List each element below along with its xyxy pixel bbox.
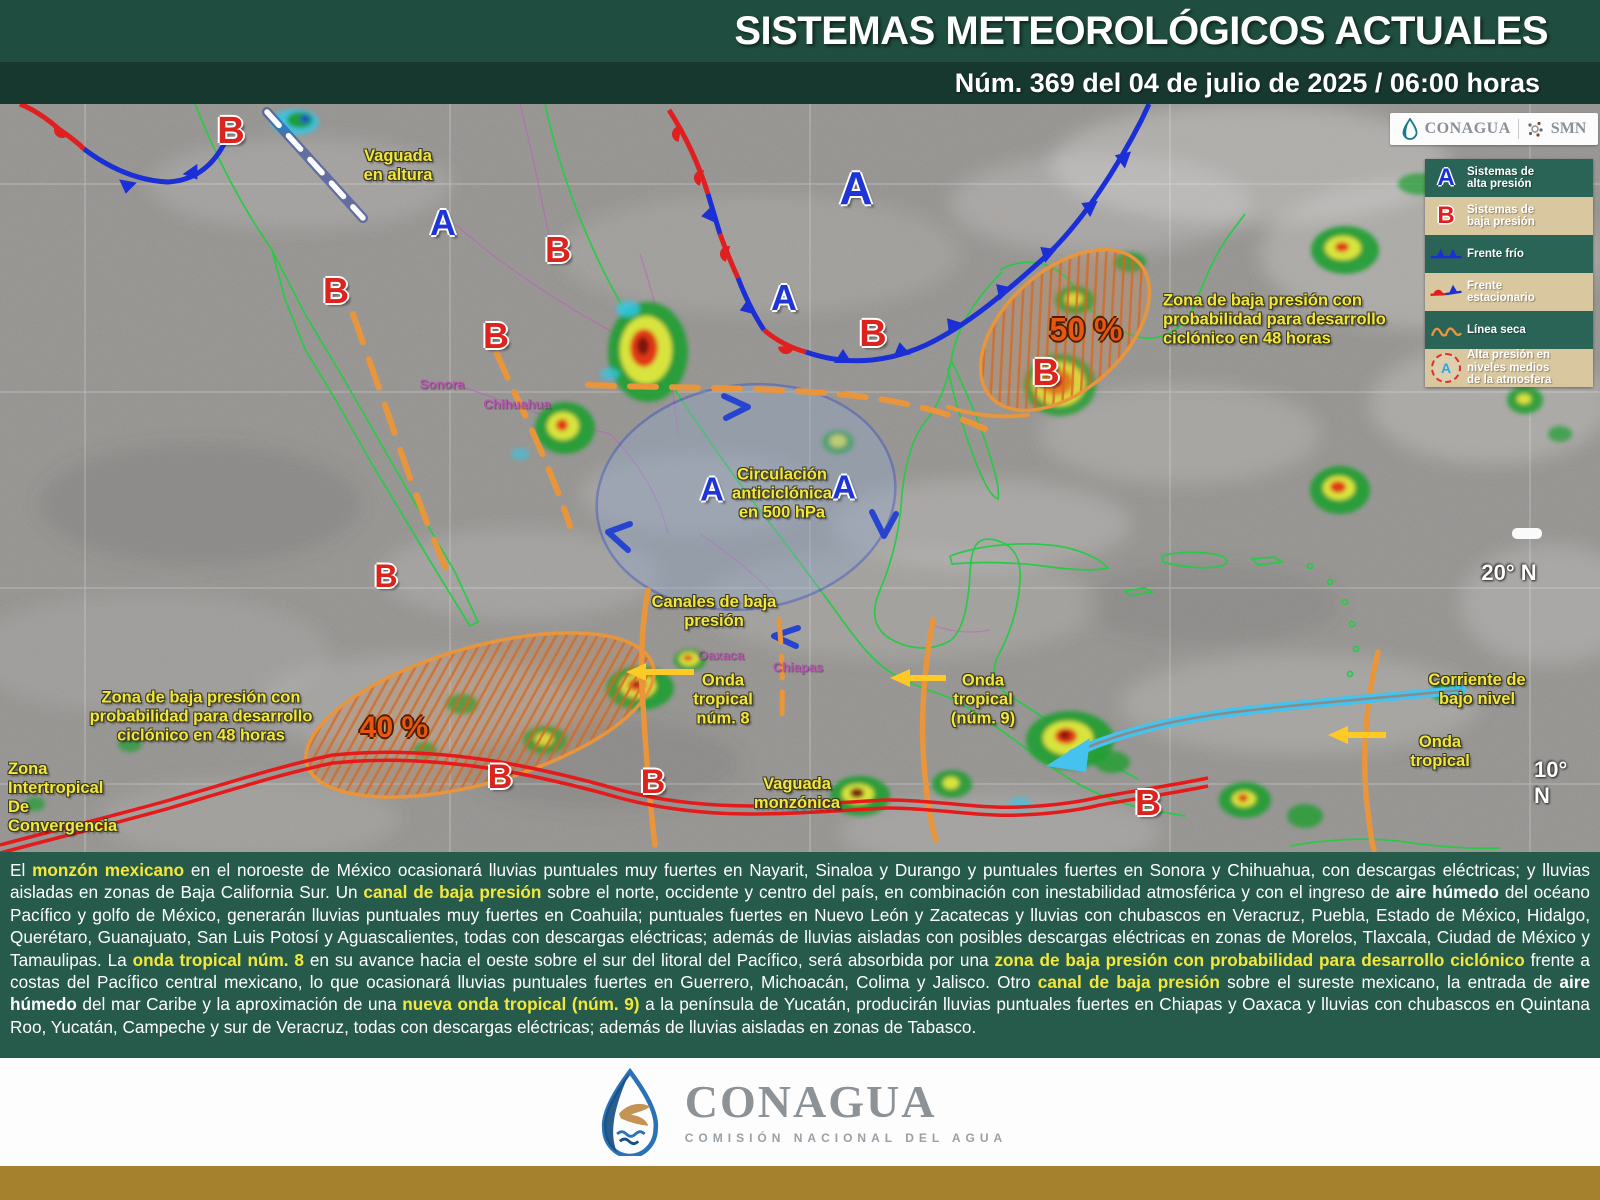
header-bar: SISTEMAS METEOROLÓGICOS ACTUALES xyxy=(0,0,1600,62)
pressure-letter-icon: B xyxy=(1425,204,1467,228)
forecast-highlight: onda tropical núm. 8 xyxy=(132,949,304,970)
forecast-text-segment: del mar Caribe y la aproximación de una xyxy=(76,994,403,1015)
forecast-text-segment: sobre el sureste mexicano, la entrada de xyxy=(1219,972,1560,993)
legend-label: Sistemas de alta presión xyxy=(1467,165,1535,191)
page-title: SISTEMAS METEOROLÓGICOS ACTUALES xyxy=(734,8,1548,53)
map-logo-box: CONAGUA SMN xyxy=(1390,113,1598,145)
logo-divider xyxy=(1517,119,1519,139)
map-logo-conagua: CONAGUA xyxy=(1424,120,1511,137)
forecast-text-segment: sobre el norte, occidente y centro del p… xyxy=(541,882,1396,903)
low-level-current xyxy=(1046,685,1467,772)
map-logo-smn: SMN xyxy=(1550,120,1587,137)
footer-logo-band: CONAGUA COMISIÓN NACIONAL DEL AGUA xyxy=(0,1058,1600,1166)
forecast-text-segment: del océano Pacífico y golfo de México, g… xyxy=(10,882,1590,970)
forecast-text: El monzón mexicano en el noroeste de Méx… xyxy=(10,859,1590,1038)
tropical-wave-lines xyxy=(350,311,1381,852)
upper-trough xyxy=(262,107,368,223)
subtitle-bar: Núm. 369 del 04 de julio de 2025 / 06:00… xyxy=(0,62,1600,104)
footer-logo-subtitle: COMISIÓN NACIONAL DEL AGUA xyxy=(684,1131,1008,1145)
dev-zone-40 xyxy=(304,631,656,799)
forecast-text-segment: en el noroeste de México ocasionará lluv… xyxy=(10,860,1591,903)
forecast-text-segment: en su avance hacia el oeste sobre el sur… xyxy=(303,949,995,970)
forecast-highlight: zona de baja presión con probabilidad pa… xyxy=(994,949,1525,970)
cold-front-icon-cell xyxy=(1425,246,1467,262)
itcz-line xyxy=(0,750,1209,852)
dev-zone-50 xyxy=(978,247,1152,413)
forecast-highlight: aire húmedo xyxy=(10,972,1591,1015)
forecast-highlight: nueva onda tropical (núm. 9) xyxy=(402,994,640,1015)
legend-item-0: A Sistemas de alta presión xyxy=(1425,159,1593,197)
legend-label: Frente frío xyxy=(1467,247,1524,260)
fronts xyxy=(19,104,1152,364)
forecast-text-segment: frente a costas del Pacífico central mex… xyxy=(10,949,1590,993)
forecast-highlight: aire húmedo xyxy=(1395,882,1499,903)
forecast-description: El monzón mexicano en el noroeste de Méx… xyxy=(0,852,1600,1058)
legend-item-4: Línea seca xyxy=(1425,311,1593,349)
stationary-front-icon-cell xyxy=(1425,284,1467,301)
wave-arrows xyxy=(626,663,1386,744)
legend-label: Frente estacionario xyxy=(1467,279,1535,305)
legend-label: Línea seca xyxy=(1467,323,1526,336)
bulletin-number: Núm. 369 del 04 de julio de 2025 / 06:00… xyxy=(954,67,1540,98)
forecast-text-segment: El xyxy=(10,860,33,880)
pressure-letter-icon: A xyxy=(1425,166,1467,190)
footer-logo-name: CONAGUA xyxy=(684,1076,937,1127)
stationary-front-icon xyxy=(1430,284,1462,296)
dry-line-icon-cell xyxy=(1425,321,1467,339)
anticyclonic-circulation xyxy=(595,382,899,649)
legend-item-3: Frente estacionario xyxy=(1425,273,1593,311)
convection-cells xyxy=(25,109,1572,828)
conagua-drop-icon xyxy=(1402,118,1418,140)
dry-line-icon xyxy=(1431,327,1462,337)
legend-item-1: B Sistemas de baja presión xyxy=(1425,197,1593,235)
conagua-footer-drop-icon xyxy=(601,1068,658,1156)
smn-emblem-icon xyxy=(1528,121,1543,137)
map-legend: A Sistemas de alta presión B Sistemas de ba… xyxy=(1425,159,1593,387)
satellite-weather-map: Vaguada en altura Circulación anticiclóni… xyxy=(0,104,1600,852)
scale-dash xyxy=(1512,528,1542,539)
dashed-circle-a-icon: A xyxy=(1431,353,1461,383)
mid-level-high-icon: A xyxy=(1425,353,1467,383)
legend-item-5: A Alta presión en niveles medios de la at… xyxy=(1425,349,1593,387)
forecast-text-segment: a la península de Yucatán, producirán ll… xyxy=(10,994,1590,1037)
forecast-highlight: monzón mexicano xyxy=(32,860,185,880)
cold-front-icon xyxy=(1430,248,1462,259)
map-graphics xyxy=(0,104,1600,852)
footer-gold-bar xyxy=(0,1166,1600,1200)
legend-label: Alta presión en niveles medios de la atm… xyxy=(1467,349,1552,387)
forecast-highlight: canal de baja presión xyxy=(363,882,542,903)
legend-item-2: Frente frío xyxy=(1425,235,1593,273)
high-pressure-icon: A xyxy=(1437,164,1455,191)
low-pressure-icon: B xyxy=(1437,202,1455,229)
legend-label: Sistemas de baja presión xyxy=(1467,203,1535,229)
forecast-highlight: canal de baja presión xyxy=(1037,972,1220,993)
